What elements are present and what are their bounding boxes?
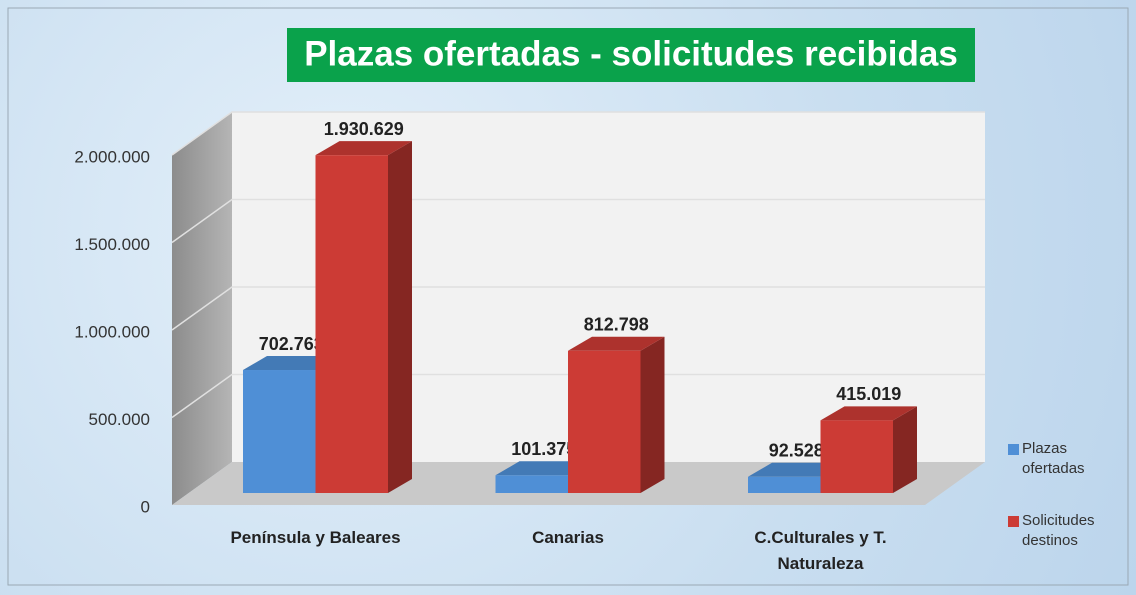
y-tick-label: 500.000 <box>89 410 150 429</box>
bar-side <box>893 406 917 493</box>
bar-top <box>748 462 845 477</box>
title-box <box>287 28 975 82</box>
frame <box>7 7 1129 586</box>
bar-top <box>495 461 592 476</box>
bar <box>315 155 388 493</box>
legend-label: Solicitudes destinos <box>1022 512 1095 549</box>
grid-line <box>171 198 985 244</box>
value-label: 415.019 <box>836 384 901 404</box>
x-tick-label: Península y Baleares <box>230 528 401 547</box>
bar-top <box>568 336 665 351</box>
x-tick-label: C.Culturales y T. Naturaleza <box>754 528 887 573</box>
bar <box>495 475 568 493</box>
bar <box>820 420 893 493</box>
grid-line <box>171 286 985 331</box>
bar <box>243 370 316 493</box>
value-label: 101.375 <box>511 439 576 459</box>
y-tick-label: 1.500.000 <box>74 235 150 254</box>
legend-swatch <box>1008 516 1019 527</box>
grid-line <box>171 111 985 156</box>
bar-top <box>315 141 412 156</box>
bar <box>748 476 821 493</box>
y-tick-label: 1.000.000 <box>74 322 150 341</box>
bar-side <box>640 336 665 493</box>
x-tick-label: Canarias <box>532 528 604 547</box>
grid-line <box>171 373 985 419</box>
legend-label: Plazas ofertadas <box>1022 440 1085 477</box>
value-label: 1.930.629 <box>324 119 404 139</box>
y-tick-label: 2.000.000 <box>74 147 150 166</box>
value-label: 702.763 <box>259 334 324 354</box>
legend-swatch <box>1008 444 1019 455</box>
bar-top <box>820 406 917 421</box>
y-tick-label: 0 <box>141 497 150 516</box>
value-label: 812.798 <box>584 315 649 335</box>
chart-title: Plazas ofertadas - solicitudes recibidas <box>304 34 958 73</box>
bar-top <box>243 356 340 371</box>
bar <box>568 350 641 493</box>
value-label: 92.528 <box>769 441 824 461</box>
bar-side <box>388 141 412 493</box>
